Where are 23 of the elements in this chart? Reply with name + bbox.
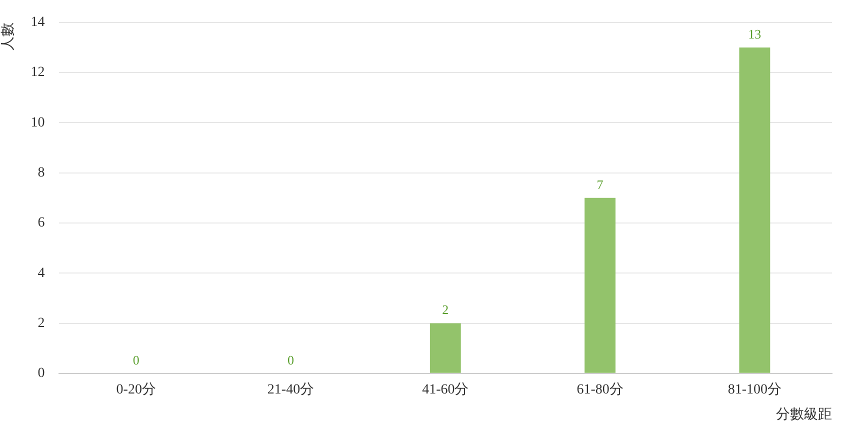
x-tick-label: 61-80分 bbox=[576, 381, 624, 398]
y-tick-label: 12 bbox=[30, 65, 45, 80]
data-label: 0 bbox=[288, 352, 294, 368]
data-label: 2 bbox=[442, 302, 449, 318]
x-tick-label: 21-40分 bbox=[267, 381, 314, 398]
data-label: 0 bbox=[132, 352, 140, 368]
data-label: 7 bbox=[596, 176, 604, 192]
x-tick-label: 81-100分 bbox=[728, 381, 782, 398]
y-tick-label: 4 bbox=[38, 266, 45, 281]
x-axis-title: 分數級距 bbox=[776, 406, 832, 422]
y-tick-label: 8 bbox=[38, 166, 45, 180]
y-tick-label: 0 bbox=[38, 366, 45, 382]
y-axis-title: 人數 bbox=[0, 22, 16, 50]
bar bbox=[739, 47, 770, 373]
bar bbox=[584, 198, 616, 373]
y-tick-label: 14 bbox=[30, 15, 45, 30]
y-tick-label: 2 bbox=[38, 316, 45, 331]
bar bbox=[430, 323, 461, 373]
x-tick-label: 0-20分 bbox=[116, 381, 156, 398]
y-tick-label: 6 bbox=[38, 216, 45, 231]
x-tick-label: 41-60分 bbox=[422, 381, 469, 398]
data-label: 13 bbox=[748, 26, 762, 42]
y-tick-label: 10 bbox=[30, 115, 45, 130]
